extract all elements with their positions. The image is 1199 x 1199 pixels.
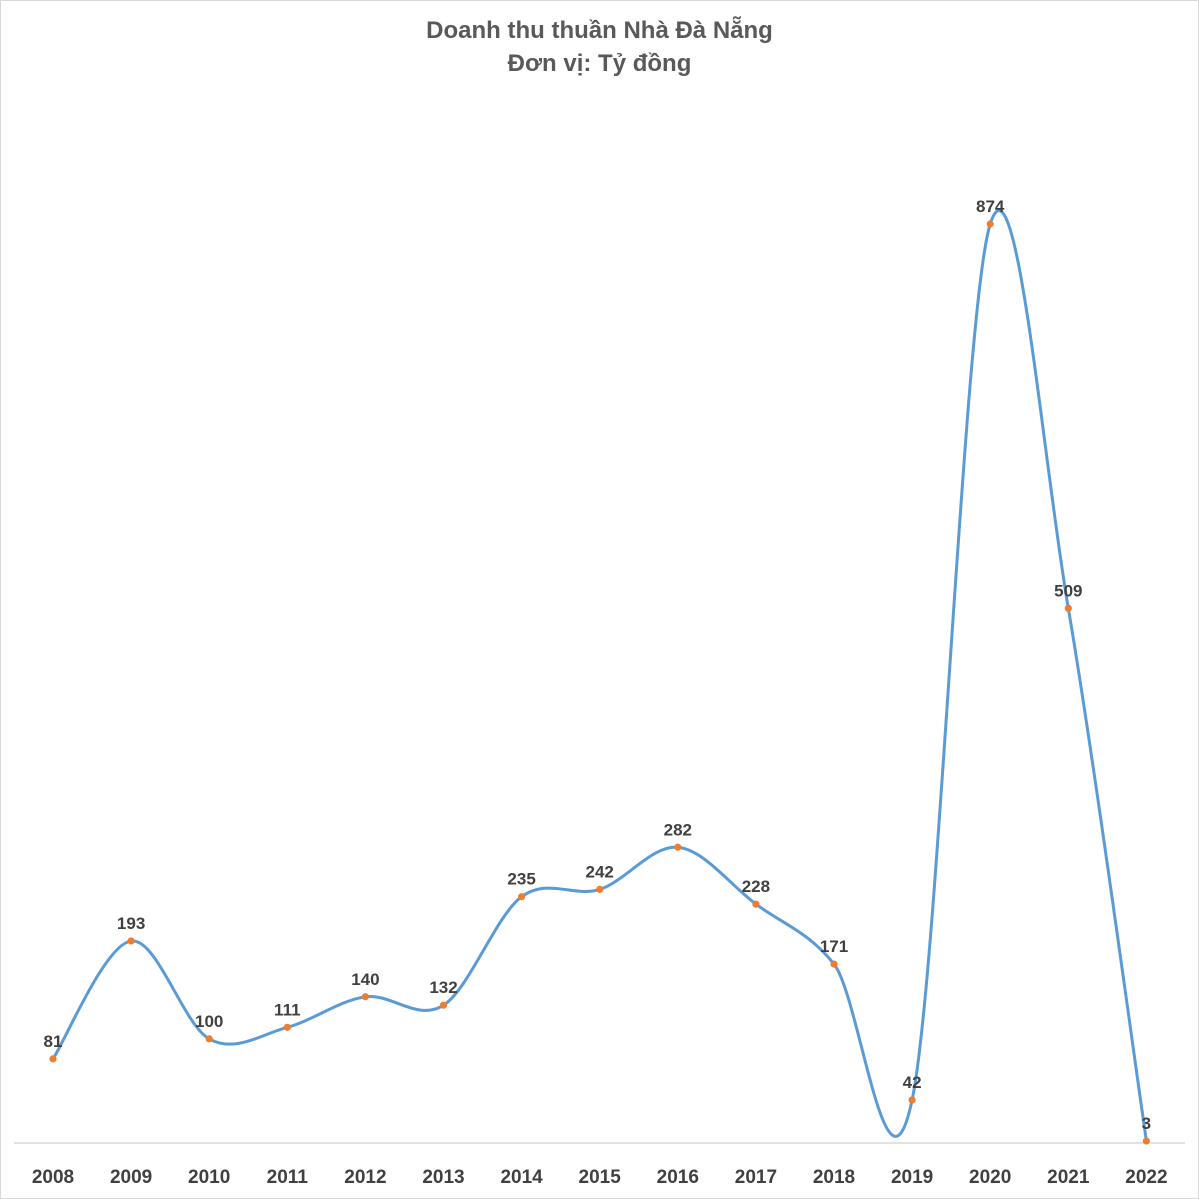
- data-point-2017: [752, 900, 760, 908]
- data-label-2019: 42: [903, 1073, 922, 1092]
- data-label-2008: 81: [44, 1032, 63, 1051]
- data-point-2010: [205, 1035, 213, 1043]
- data-label-2020: 874: [976, 197, 1005, 216]
- chart-subtitle: Đơn vị: Tỷ đồng: [507, 50, 692, 77]
- x-tick-2015: 2015: [579, 1167, 622, 1188]
- data-point-2013: [439, 1001, 448, 1009]
- data-label-2022: 3: [1142, 1114, 1151, 1133]
- data-point-2012: [361, 993, 369, 1001]
- data-point-2018: [830, 960, 838, 968]
- data-label-2013: 132: [429, 978, 457, 997]
- x-tick-2022: 2022: [1125, 1167, 1167, 1188]
- data-point-2020: [986, 220, 994, 228]
- data-label-2015: 242: [586, 862, 614, 881]
- data-label-2017: 228: [742, 877, 770, 896]
- data-label-2011: 111: [274, 1000, 301, 1019]
- x-tick-2013: 2013: [422, 1167, 464, 1188]
- chart-title: Doanh thu thuần Nhà Đà Nẵng: [426, 17, 773, 44]
- x-tick-2012: 2012: [344, 1167, 386, 1188]
- data-label-2012: 140: [351, 970, 379, 989]
- data-label-2010: 100: [195, 1012, 223, 1031]
- data-label-2009: 193: [117, 914, 145, 933]
- data-label-2018: 171: [820, 937, 848, 956]
- data-labels-group: 81 193 100 111 140 132 235 242 282 228 171 42 874 509…: [44, 197, 1152, 1133]
- x-tick-2010: 2010: [188, 1167, 230, 1188]
- x-ticks-group: 2008 2009 2010 2011 2012 2013 2014 2015 2016 2017…: [32, 1167, 1168, 1188]
- x-tick-2017: 2017: [735, 1167, 777, 1188]
- chart-title-block: Doanh thu thuần Nhà Đà Nẵng Đơn vị: Tỷ đ…: [0, 14, 1199, 80]
- x-tick-2019: 2019: [891, 1167, 933, 1188]
- data-label-2021: 509: [1054, 581, 1082, 600]
- x-tick-2016: 2016: [657, 1167, 699, 1188]
- x-tick-2008: 2008: [32, 1167, 74, 1188]
- data-label-2016: 282: [664, 820, 692, 839]
- x-tick-2014: 2014: [500, 1167, 543, 1188]
- data-point-2014: [518, 893, 526, 901]
- data-point-2008: [49, 1055, 57, 1063]
- x-tick-2009: 2009: [110, 1167, 152, 1188]
- x-tick-2018: 2018: [813, 1167, 855, 1188]
- x-tick-2011: 2011: [267, 1167, 309, 1188]
- data-point-2019: [908, 1096, 916, 1104]
- data-point-2016: [674, 843, 682, 851]
- x-tick-2020: 2020: [969, 1167, 1011, 1188]
- data-point-2021: [1064, 604, 1072, 612]
- data-label-2014: 235: [507, 870, 535, 889]
- data-point-2011: [283, 1023, 291, 1031]
- markers-group: [49, 220, 1150, 1145]
- data-point-2009: [127, 937, 135, 945]
- series-line: [51, 209, 1148, 1143]
- data-point-2022: [1142, 1137, 1150, 1145]
- x-tick-2021: 2021: [1047, 1167, 1090, 1188]
- data-point-2015: [596, 885, 604, 893]
